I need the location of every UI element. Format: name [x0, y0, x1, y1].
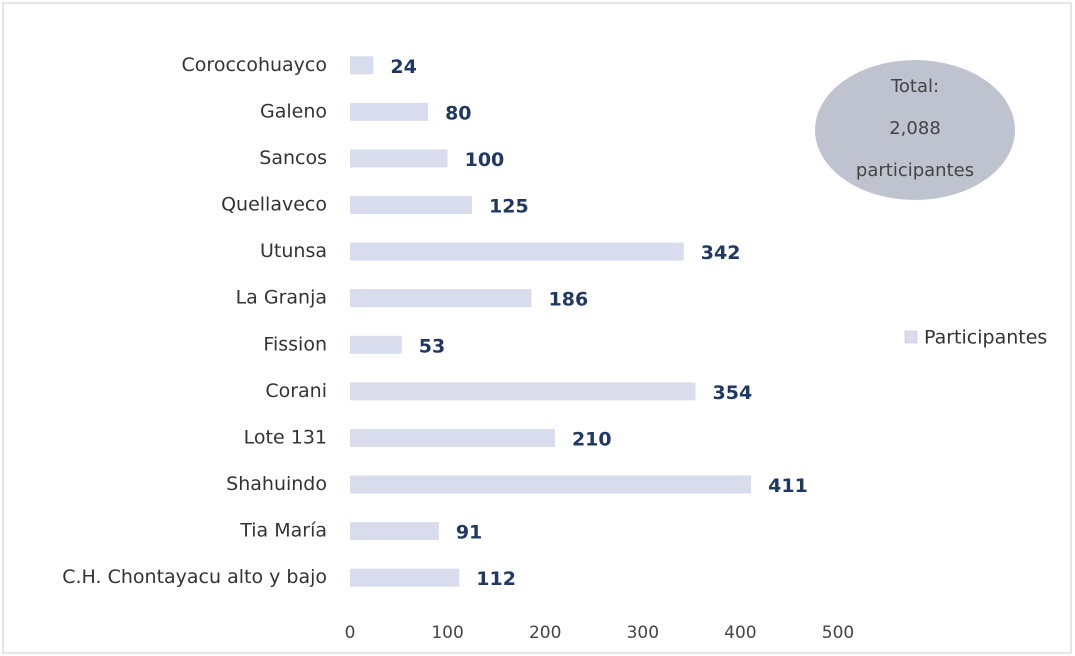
- data-label: 112: [476, 568, 516, 590]
- bar: [350, 196, 472, 215]
- data-label: 354: [713, 382, 753, 404]
- legend-label: Participantes: [924, 327, 1047, 349]
- annotation: participantes: [856, 160, 974, 181]
- data-label: 411: [768, 475, 808, 497]
- bar: [350, 102, 429, 121]
- y-tick-label: Galeno: [260, 100, 327, 122]
- y-tick-label: C.H. Chontayacu alto y bajo: [62, 566, 327, 588]
- data-label: 24: [390, 56, 416, 78]
- y-tick-label: Corani: [265, 380, 327, 402]
- bar: [350, 335, 402, 354]
- bar: [350, 382, 696, 401]
- x-tick-label: 500: [822, 623, 854, 643]
- annotation: Total:: [890, 76, 939, 97]
- bar: [350, 289, 532, 308]
- data-label: 210: [572, 428, 612, 450]
- annotation-ellipse: [815, 60, 1015, 200]
- y-tick-label: Utunsa: [260, 240, 327, 262]
- y-tick-label: La Granja: [236, 287, 327, 309]
- bar: [350, 568, 460, 587]
- data-label: 342: [701, 242, 741, 264]
- legend-swatch: [904, 330, 918, 344]
- bar: [350, 428, 555, 447]
- bar: [350, 522, 439, 541]
- y-tick-label: Quellaveco: [221, 194, 327, 216]
- data-label: 53: [419, 335, 445, 357]
- bar: [350, 475, 752, 494]
- data-label: 125: [489, 196, 529, 218]
- bar: [350, 242, 684, 261]
- x-tick-label: 100: [431, 623, 463, 643]
- y-tick-label: Fission: [263, 333, 327, 355]
- data-label: 186: [549, 289, 589, 311]
- bar: [350, 56, 374, 75]
- x-tick-label: 400: [724, 623, 756, 643]
- y-tick-label: Sancos: [259, 147, 327, 169]
- y-tick-label: Lote 131: [244, 426, 327, 448]
- x-tick-label: 0: [345, 623, 356, 643]
- data-label: 80: [445, 102, 471, 124]
- y-tick-label: Shahuindo: [226, 473, 327, 495]
- data-label: 91: [456, 522, 482, 544]
- y-tick-label: Tia María: [239, 520, 327, 542]
- y-tick-label: Coroccohuayco: [182, 54, 327, 76]
- annotation: 2,088: [889, 118, 941, 139]
- x-tick-label: 200: [529, 623, 561, 643]
- bar: [350, 149, 448, 168]
- x-tick-label: 300: [627, 623, 659, 643]
- data-label: 100: [465, 149, 505, 171]
